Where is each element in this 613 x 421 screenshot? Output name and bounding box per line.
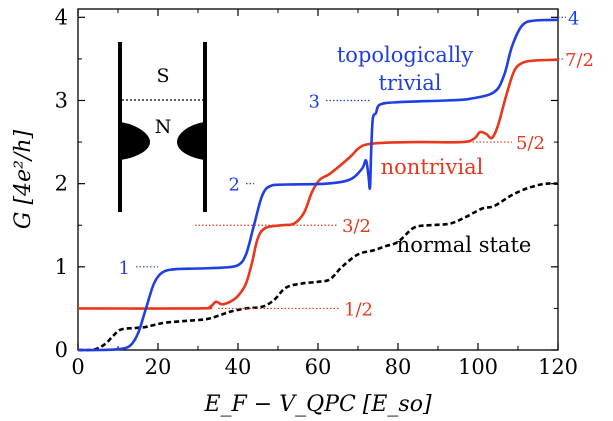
inset-left-constriction xyxy=(120,122,150,160)
y-tick-label: 2 xyxy=(55,172,68,196)
annotation-layer: 1 2 3 4 1/2 3/2 5/2 7/2 topologically trivial nont… xyxy=(119,8,594,320)
plateau-label-nontrivial: 3/2 xyxy=(342,216,371,237)
inset-bottom-label: N xyxy=(155,116,172,138)
x-tick-label: 0 xyxy=(71,355,84,379)
x-tick-label: 60 xyxy=(305,355,332,379)
x-tick-label: 120 xyxy=(538,355,578,379)
inset-right-constriction xyxy=(177,122,205,160)
series-line-nontrivial xyxy=(77,58,559,310)
y-axis-title: G [4e²/h] xyxy=(11,130,36,230)
x-axis-title: E_F − V_QPC [E_so] xyxy=(203,392,431,417)
plateau-label-nontrivial: 5/2 xyxy=(516,133,545,154)
plateau-label-trivial: 3 xyxy=(309,91,320,112)
inset-top-label: S xyxy=(156,65,169,87)
x-tick-label: 80 xyxy=(385,355,412,379)
annotation-normal-state: normal state xyxy=(397,233,532,257)
plateau-label-nontrivial: 7/2 xyxy=(565,50,594,71)
plateau-label-trivial: 2 xyxy=(229,175,240,196)
annotation-trivial-line2: trivial xyxy=(378,71,441,95)
x-tick-label: 100 xyxy=(458,355,498,379)
y-tick-label: 4 xyxy=(55,5,68,29)
plateau-label-trivial: 1 xyxy=(119,258,130,279)
y-tick-label: 3 xyxy=(55,88,68,112)
annotation-nontrivial: nontrivial xyxy=(381,155,484,179)
inset-diagram: S N xyxy=(118,42,207,212)
y-tick-label: 1 xyxy=(55,255,68,279)
plateau-label-trivial: 4 xyxy=(568,8,579,29)
y-tick-label: 0 xyxy=(55,338,68,362)
series-line-normal-state xyxy=(77,182,559,352)
plateau-label-nontrivial: 1/2 xyxy=(344,299,373,320)
x-tick-label: 40 xyxy=(225,355,252,379)
plot-layer: 0 20 40 60 80 100 120 0 1 2 3 4 E_F − V_QPC [E_so] G … xyxy=(11,5,578,417)
annotation-trivial-line1: topologically xyxy=(337,43,473,67)
x-tick-label: 20 xyxy=(145,355,172,379)
series-line-topologically-trivial xyxy=(77,18,559,352)
